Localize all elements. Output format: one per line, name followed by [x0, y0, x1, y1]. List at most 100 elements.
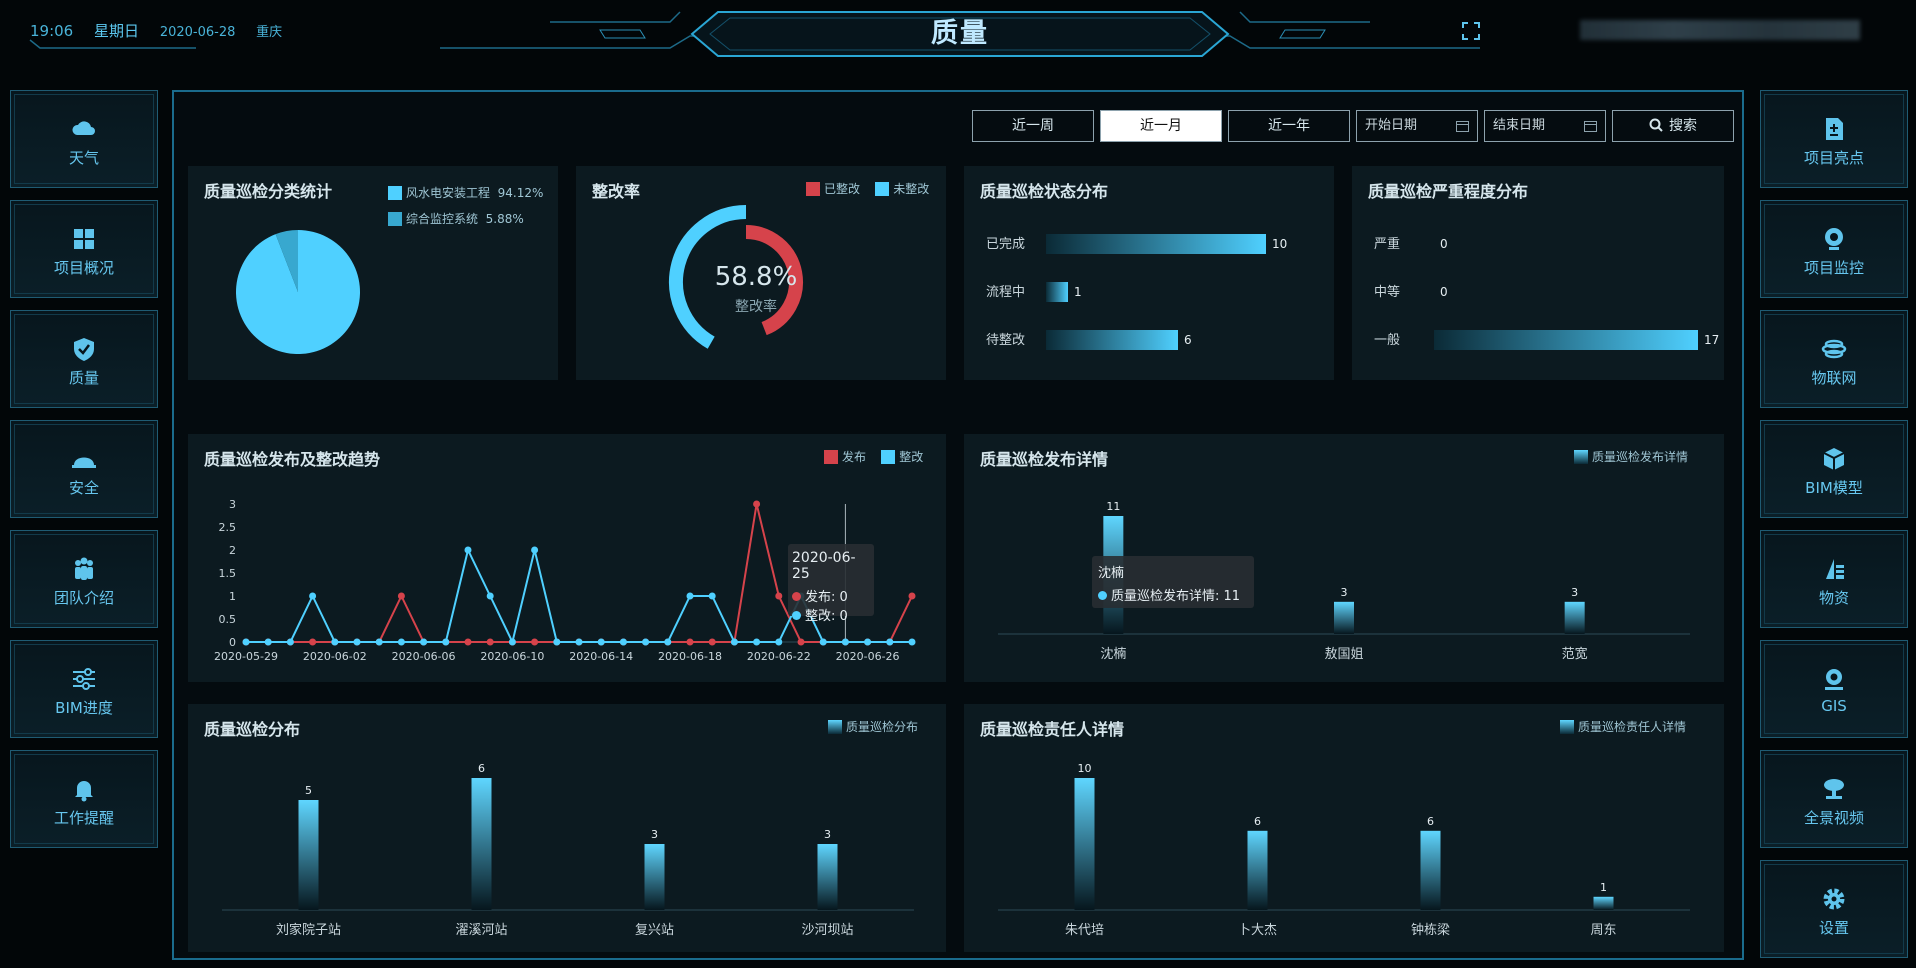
- nav-globe[interactable]: 物联网: [1760, 310, 1908, 408]
- nav-label: 工作提醒: [53, 809, 114, 827]
- data-point: [597, 638, 605, 646]
- calendar-icon: [1456, 121, 1469, 132]
- start-date-field[interactable]: 开始日期: [1356, 110, 1478, 142]
- nav-cloud[interactable]: 天气: [10, 90, 158, 188]
- sliders-icon: [73, 668, 95, 690]
- nav-gear[interactable]: 设置: [1760, 860, 1908, 958]
- bar-category-label: 钟栋梁: [1411, 922, 1450, 938]
- data-point: [309, 592, 317, 600]
- bar-label: 已完成: [986, 237, 1025, 252]
- range-year-button[interactable]: 近一年: [1228, 110, 1350, 142]
- nav-grid[interactable]: 项目概况: [10, 200, 158, 298]
- bar-value: 1: [1600, 881, 1607, 894]
- nav-helmet[interactable]: 安全: [10, 420, 158, 518]
- data-point: [619, 638, 627, 646]
- distribution-bar-chart[interactable]: 5 刘家院子站 6 濯溪河站 3 复兴站 3 沙河坝站: [188, 704, 946, 952]
- data-point: [575, 638, 583, 646]
- panel-title: 质量巡检责任人详情: [980, 720, 1125, 739]
- bar-value: 6: [1254, 815, 1261, 828]
- end-date-field[interactable]: 结束日期: [1484, 110, 1606, 142]
- panel-title: 整改率: [592, 182, 641, 201]
- data-point: [775, 592, 783, 600]
- data-point: [730, 638, 738, 646]
- nav-location[interactable]: GIS: [1760, 640, 1908, 738]
- nav-panorama[interactable]: 全景视频: [1760, 750, 1908, 848]
- bar-value: 3: [824, 828, 831, 841]
- data-point: [331, 638, 339, 646]
- bar-category-label: 刘家院子站: [276, 922, 341, 938]
- y-tick-label: 2: [229, 544, 236, 557]
- nav-label: 安全: [68, 479, 99, 497]
- bar-label: 流程中: [986, 285, 1025, 300]
- x-tick-label: 2020-06-22: [747, 650, 811, 663]
- bar-category-label: 敖国姐: [1324, 646, 1363, 662]
- nav-webcam[interactable]: 项目监控: [1760, 200, 1908, 298]
- nav-materials[interactable]: 物资: [1760, 530, 1908, 628]
- bar: [1593, 896, 1614, 910]
- range-month-button[interactable]: 近一月: [1100, 110, 1222, 142]
- nav-label: 团队介绍: [53, 589, 114, 607]
- bar: [1046, 282, 1068, 302]
- nav-label: 物资: [1818, 589, 1849, 607]
- y-tick-label: 1: [229, 590, 236, 603]
- fullscreen-icon[interactable]: [1462, 22, 1480, 40]
- data-point: [531, 638, 539, 646]
- category-pie-chart: [236, 230, 360, 354]
- bell-icon: [75, 781, 93, 802]
- data-point: [486, 638, 494, 646]
- data-point: [353, 638, 361, 646]
- bar-value: 3: [1341, 586, 1348, 599]
- data-point: [686, 638, 694, 646]
- nav-label: 物联网: [1811, 369, 1857, 387]
- x-tick-label: 2020-06-26: [836, 650, 900, 663]
- status-panel: 质量巡检状态分布 已完成 10 流程中 1 待整改 6: [964, 166, 1334, 380]
- cloud-icon: [72, 121, 95, 135]
- data-point: [642, 638, 650, 646]
- publish-detail-bar-chart[interactable]: 11 沈楠 3 敖国姐 3 范宽: [964, 434, 1724, 682]
- data-point: [686, 592, 694, 600]
- data-point: [397, 638, 405, 646]
- legend-item: 风水电安装工程 94.12%: [388, 180, 543, 206]
- data-point: [775, 638, 783, 646]
- data-point: [242, 638, 250, 646]
- nav-cube[interactable]: BIM模型: [1760, 420, 1908, 518]
- data-point: [464, 546, 472, 554]
- shield-check-icon: [74, 338, 94, 361]
- bar: [1420, 830, 1441, 910]
- data-point: [375, 638, 383, 646]
- nav-sliders[interactable]: BIM进度: [10, 640, 158, 738]
- nav-shield-check[interactable]: 质量: [10, 310, 158, 408]
- bar-value: 1: [1074, 285, 1082, 299]
- document-plus-icon: [1826, 118, 1843, 140]
- nav-label: 全景视频: [1803, 809, 1864, 827]
- search-button[interactable]: 搜索: [1612, 110, 1734, 142]
- panel-title: 质量巡检分类统计: [204, 182, 333, 201]
- status-bar-chart: 已完成 10 流程中 1 待整改 6: [986, 234, 1287, 350]
- nav-label: 项目亮点: [1803, 149, 1864, 167]
- nav-bell[interactable]: 工作提醒: [10, 750, 158, 848]
- panel-title: 质量巡检发布详情: [980, 450, 1109, 469]
- trend-panel: 质量巡检发布及整改趋势 发布 整改 0 0.5 1 1.5 2 2.5 3 2020-05-2…: [188, 434, 946, 682]
- responsible-bar-chart[interactable]: 10 朱代培 6 卜大杰 6 钟栋梁 1 周东: [964, 704, 1724, 952]
- data-point: [531, 546, 539, 554]
- severity-bar-chart: 严重 0 中等 0 一般 17: [1374, 236, 1719, 350]
- weekday: 星期日: [94, 22, 140, 40]
- responsible-legend: 质量巡检责任人详情: [1560, 718, 1686, 735]
- data-point: [286, 638, 294, 646]
- bar: [1046, 330, 1178, 350]
- data-point: [309, 638, 317, 646]
- data-point: [864, 638, 872, 646]
- nav-document-plus[interactable]: 项目亮点: [1760, 90, 1908, 188]
- location-icon: [1825, 669, 1843, 690]
- nav-label: 天气: [68, 149, 99, 167]
- panel-title: 质量巡检严重程度分布: [1368, 182, 1529, 201]
- publish-detail-panel: 质量巡检发布详情 质量巡检发布详情 11 沈楠 3 敖国姐 3 范宽 沈楠 质量巡检发布详…: [964, 434, 1724, 682]
- y-tick-label: 0.5: [219, 613, 237, 626]
- publish-detail-legend: 质量巡检发布详情: [1574, 448, 1688, 465]
- range-week-button[interactable]: 近一周: [972, 110, 1094, 142]
- bar-value: 17: [1704, 333, 1719, 347]
- data-point: [753, 500, 761, 508]
- bar: [1564, 601, 1585, 634]
- nav-team[interactable]: 团队介绍: [10, 530, 158, 628]
- bar-value: 0: [1440, 285, 1448, 299]
